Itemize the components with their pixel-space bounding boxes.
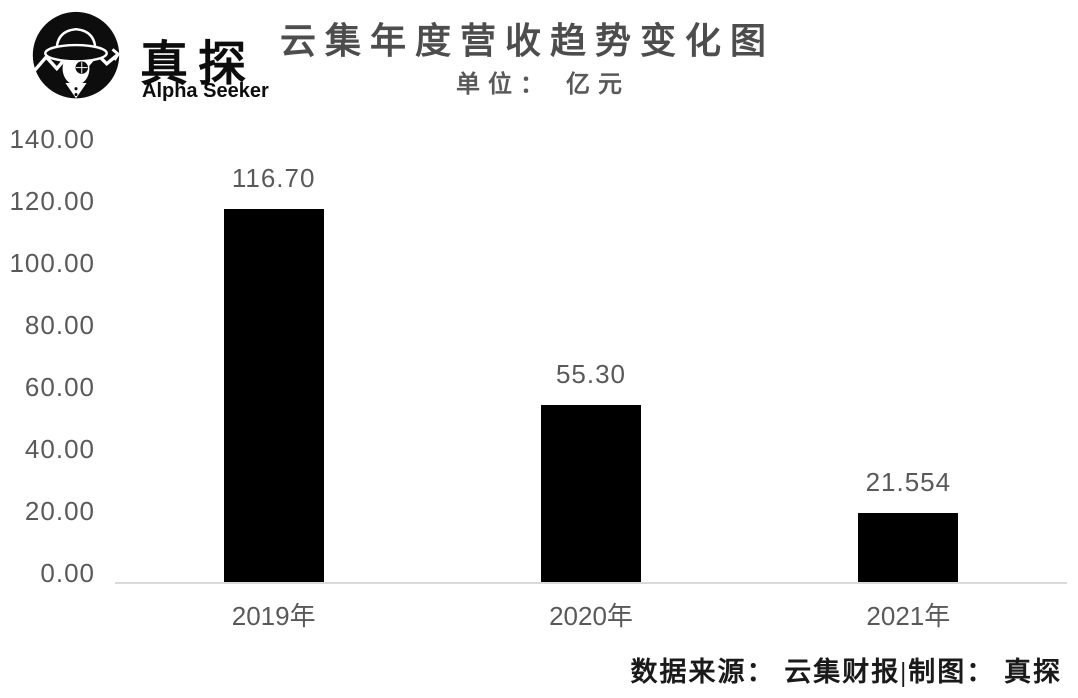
bar-value-label: 55.30 <box>555 359 627 389</box>
brand-subtitle: Alpha Seeker <box>142 80 269 102</box>
brand-name: 真探 <box>140 38 257 91</box>
bar <box>858 513 959 582</box>
y-axis-tick-label: 120.00 <box>9 186 95 216</box>
chart-unit-label: 单位： 亿元 <box>456 72 630 98</box>
bar <box>541 405 641 582</box>
bar-value-label: 21.554 <box>865 467 952 497</box>
x-axis-category-label: 2020年 <box>549 601 633 631</box>
y-axis-tick-label: 60.00 <box>24 372 95 402</box>
brand-logo: 真探 Alpha Seeker <box>28 8 269 108</box>
y-axis-tick-label: 0.00 <box>40 558 95 588</box>
y-axis-tick-label: 100.00 <box>9 248 95 278</box>
bar-value-label: 116.70 <box>231 163 316 193</box>
y-axis-tick-label: 40.00 <box>24 434 95 464</box>
chart-title: 云集年度营收趋势变化图 <box>279 21 775 61</box>
y-axis-tick-label: 20.00 <box>24 496 95 526</box>
x-axis-category-label: 2019年 <box>231 601 316 631</box>
x-axis-line <box>115 582 1067 584</box>
y-axis-tick-label: 140.00 <box>9 124 95 154</box>
detective-badge-icon <box>32 11 121 99</box>
x-axis-category-label: 2021年 <box>866 601 951 631</box>
bar <box>223 209 324 582</box>
y-axis-tick-label: 80.00 <box>24 310 95 340</box>
source-note: 数据来源： 云集财报|制图： 真探 <box>630 657 1062 687</box>
